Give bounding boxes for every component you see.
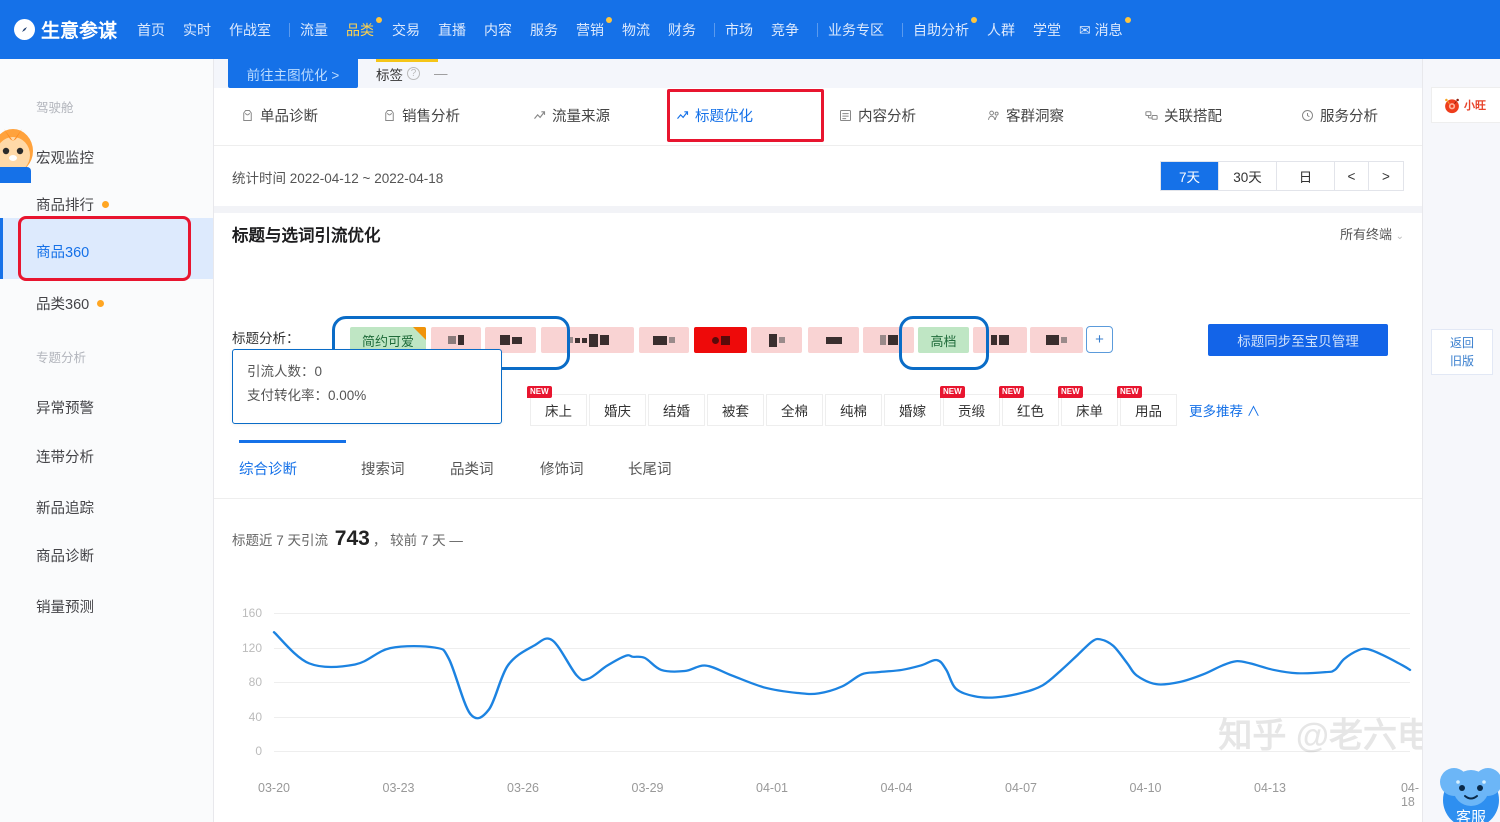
svg-text:客服: 客服 — [1456, 809, 1486, 822]
